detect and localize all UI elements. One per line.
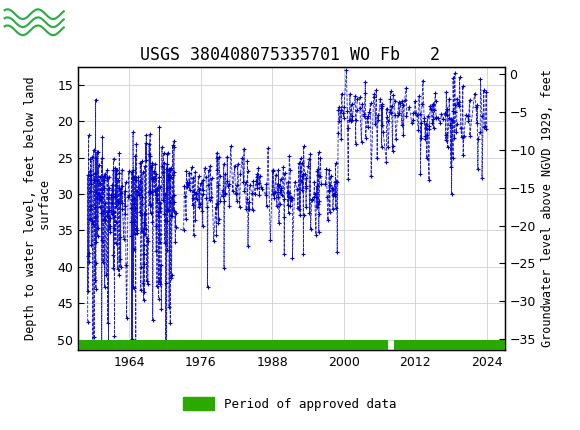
FancyBboxPatch shape [78,340,389,350]
Bar [3,3,67,37]
Text: USGS: USGS [78,11,133,29]
Legend: Period of approved data: Period of approved data [178,393,402,416]
FancyBboxPatch shape [394,340,505,350]
Text: USGS 380408075335701 WO Fb   2: USGS 380408075335701 WO Fb 2 [140,46,440,64]
Y-axis label: Depth to water level, feet below land
 surface: Depth to water level, feet below land su… [24,77,52,341]
Y-axis label: Groundwater level above NGVD 1929, feet: Groundwater level above NGVD 1929, feet [541,70,554,347]
